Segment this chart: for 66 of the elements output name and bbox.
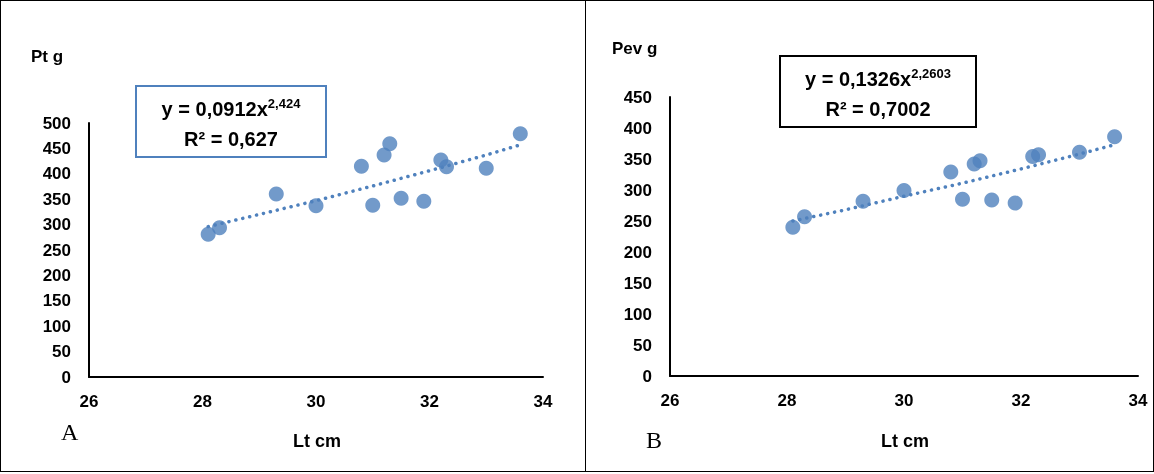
y-tick-label: 350 xyxy=(623,149,652,169)
point xyxy=(512,126,528,142)
y-axis-title: Pt g xyxy=(31,47,64,67)
y-tick-label: 450 xyxy=(42,138,71,158)
point xyxy=(785,219,801,235)
point xyxy=(955,191,970,207)
y-tick-label: 0 xyxy=(642,366,652,386)
point xyxy=(365,197,381,213)
y-tick-label: 300 xyxy=(42,215,71,235)
x-tick-label: 32 xyxy=(1011,391,1031,410)
y-tick-label: 50 xyxy=(52,342,71,362)
text: B xyxy=(646,427,663,454)
point xyxy=(1007,195,1023,211)
text: y = 0,0912x$^{2,424}$ xyxy=(160,95,302,122)
point xyxy=(308,198,324,214)
point xyxy=(797,209,813,225)
point xyxy=(376,147,392,163)
x-tick-label: 26 xyxy=(79,392,99,411)
y-tick-label: 250 xyxy=(623,211,652,231)
y-axis-title: Pev g xyxy=(612,39,658,59)
y-tick-label: 100 xyxy=(623,304,652,324)
point xyxy=(268,186,284,202)
point xyxy=(200,226,216,242)
x-tick-label: 26 xyxy=(660,391,680,410)
point xyxy=(416,193,432,209)
annotation: R² = 0,627 xyxy=(183,126,279,152)
point xyxy=(896,183,912,199)
x-tick-label: 30 xyxy=(894,391,914,410)
x-axis-title: Lt cm xyxy=(292,431,342,452)
y-tick-label: 500 xyxy=(42,113,71,133)
y-tick-label: 300 xyxy=(623,180,652,200)
point xyxy=(382,136,398,152)
x-tick-label: 30 xyxy=(306,392,326,411)
y-tick-label: 350 xyxy=(42,189,71,209)
point xyxy=(212,220,228,236)
x-tick-label: 34 xyxy=(1128,391,1148,410)
annotation: R² = 0,7002 xyxy=(824,96,932,122)
x-tick-label: 28 xyxy=(193,392,212,411)
y-tick-label: 400 xyxy=(623,118,652,138)
point xyxy=(478,160,494,176)
point xyxy=(1107,129,1123,145)
point xyxy=(1031,147,1047,163)
y-tick-label: 200 xyxy=(623,242,652,262)
y-tick-label: 100 xyxy=(42,316,71,336)
y-tick-label: 0 xyxy=(61,367,71,387)
y-tick-label: 150 xyxy=(623,273,652,293)
y-tick-label: 200 xyxy=(42,265,71,285)
x-axis-title: Lt cm xyxy=(880,431,930,452)
point xyxy=(393,190,409,206)
point xyxy=(855,193,871,209)
x-tick-label: 28 xyxy=(777,391,797,410)
text: y = 0,1326x$^{2,2603}$ xyxy=(804,65,952,92)
point xyxy=(1072,144,1087,160)
point xyxy=(439,159,455,175)
y-tick-label: 400 xyxy=(42,164,71,184)
x-tick-label: 32 xyxy=(420,392,439,411)
x-tick-label: 34 xyxy=(533,392,553,411)
point xyxy=(353,158,369,174)
y-tick-label: 50 xyxy=(633,335,652,355)
point xyxy=(943,164,959,180)
point xyxy=(984,192,1000,208)
point xyxy=(972,153,988,169)
y-tick-label: 250 xyxy=(42,240,71,260)
y-tick-label: 450 xyxy=(623,87,652,107)
y-tick-label: 150 xyxy=(42,291,71,311)
text: A xyxy=(61,419,79,446)
